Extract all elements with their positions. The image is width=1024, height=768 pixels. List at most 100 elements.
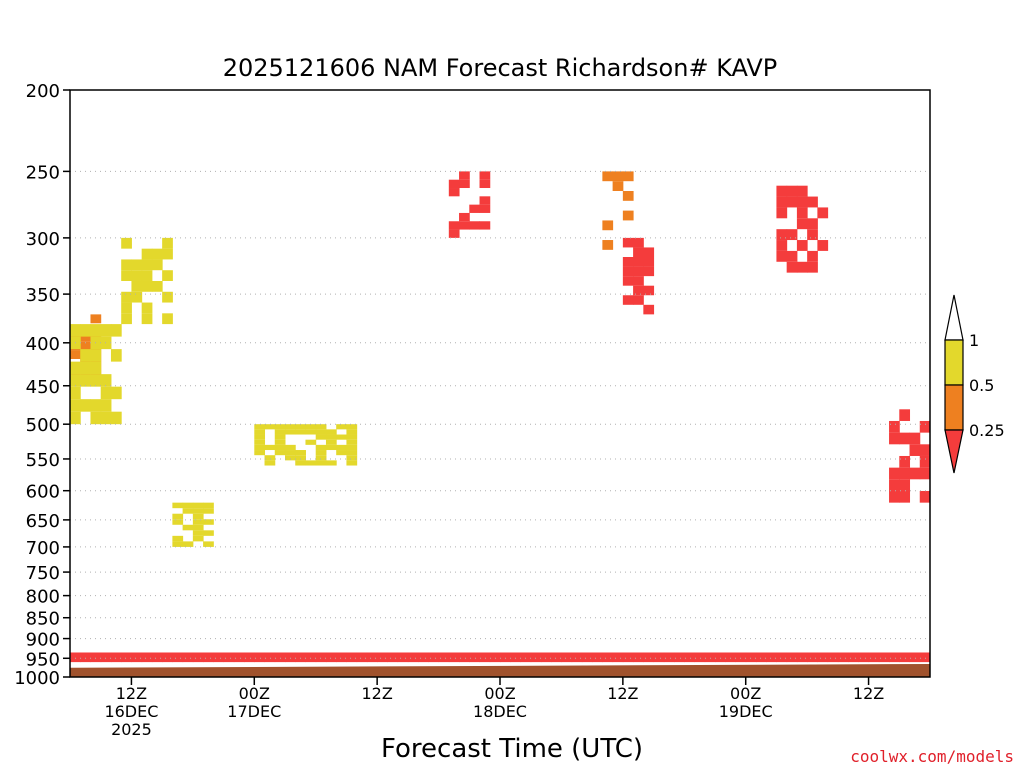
ground-fill xyxy=(70,664,930,677)
heatmap-cell xyxy=(459,171,470,180)
heatmap-cell xyxy=(192,519,204,525)
heatmap-cell xyxy=(254,424,266,430)
heatmap-cell xyxy=(581,652,593,663)
heatmap-cell xyxy=(141,259,153,271)
heatmap-cell xyxy=(807,261,818,273)
heatmap-cell xyxy=(285,455,296,461)
heatmap-cell xyxy=(786,250,798,262)
heatmap-cell xyxy=(387,652,399,663)
heatmap-cell xyxy=(305,424,317,430)
heatmap-cell xyxy=(305,439,317,445)
heatmap-cell xyxy=(70,361,81,375)
heatmap-cell xyxy=(213,652,225,663)
heatmap-cell xyxy=(622,190,634,201)
heatmap-cell xyxy=(325,444,337,451)
heatmap-cell xyxy=(868,652,880,663)
heatmap-cell xyxy=(110,324,122,337)
heatmap-cell xyxy=(561,652,573,663)
heatmap-cell xyxy=(100,374,112,387)
colorbar-label: 0.25 xyxy=(969,421,1005,440)
heatmap-cell xyxy=(254,434,266,440)
heatmap-cell xyxy=(80,652,91,663)
colorbar-label: 0.5 xyxy=(969,376,994,395)
heatmap-cell xyxy=(551,652,562,663)
heatmap-cell xyxy=(786,185,798,197)
heatmap-cell xyxy=(254,652,266,663)
heatmap-cell xyxy=(90,374,102,387)
heatmap-cell xyxy=(745,652,757,663)
heatmap-cell xyxy=(612,171,624,182)
heatmap-cell xyxy=(633,276,644,286)
heatmap-cell xyxy=(592,652,603,663)
heatmap-cell xyxy=(633,295,644,305)
heatmap-cell xyxy=(192,652,204,663)
heatmap-cell xyxy=(131,652,143,663)
heatmap-cell xyxy=(684,652,696,663)
y-tick-label: 950 xyxy=(26,649,60,670)
heatmap-cell xyxy=(264,424,276,430)
heatmap-cell xyxy=(295,460,306,466)
heatmap-cell xyxy=(141,248,153,260)
heatmap-cell xyxy=(172,502,184,509)
heatmap-cell xyxy=(203,530,214,536)
heatmap-cell xyxy=(141,280,153,292)
heatmap-cell xyxy=(274,434,286,440)
heatmap-cell xyxy=(264,455,276,461)
heatmap-cell xyxy=(817,240,829,251)
heatmap-cell xyxy=(336,444,347,451)
heatmap-cell xyxy=(796,207,808,219)
heatmap-cell xyxy=(131,270,143,281)
heatmap-cell xyxy=(919,455,931,468)
heatmap-cell xyxy=(254,439,266,445)
heatmap-cell xyxy=(510,652,521,663)
heatmap-cell xyxy=(121,259,132,271)
heatmap-cell xyxy=(121,313,132,325)
heatmap-cell xyxy=(90,652,102,663)
heatmap-cell xyxy=(182,652,194,663)
heatmap-cell xyxy=(162,313,173,325)
heatmap-cell xyxy=(151,248,163,260)
heatmap-cell xyxy=(899,432,911,445)
heatmap-cell xyxy=(796,261,808,273)
heatmap-cell xyxy=(285,450,296,456)
heatmap-cell xyxy=(919,467,931,480)
heatmap-cell xyxy=(336,424,347,430)
colorbar: 1 0.5 0.25 xyxy=(944,294,1005,474)
heatmap-cell xyxy=(70,399,81,412)
heatmap-cell xyxy=(858,652,870,663)
heatmap-cell xyxy=(786,652,798,663)
heatmap-cell xyxy=(622,295,634,305)
y-tick-label: 850 xyxy=(26,609,60,630)
heatmap-cell xyxy=(817,652,829,663)
heatmap-cell xyxy=(469,652,481,663)
heatmap-cell xyxy=(776,652,788,663)
heatmap-cell xyxy=(141,652,153,663)
x-tick-label: 2025 xyxy=(111,720,152,739)
heatmap-cell xyxy=(203,541,214,547)
heatmap-cell xyxy=(90,399,102,412)
heatmap-cell xyxy=(264,444,276,451)
heatmap-cell xyxy=(244,652,255,663)
heatmap-cell xyxy=(80,341,91,351)
heatmap-cell xyxy=(90,314,102,324)
heatmap-cell xyxy=(305,652,317,663)
heatmap-cell xyxy=(274,424,286,430)
heatmap-cell xyxy=(336,652,347,663)
heatmap-cell xyxy=(899,490,911,503)
heatmap-cell xyxy=(602,171,614,182)
heatmap-cell xyxy=(315,652,327,663)
heatmap-cell xyxy=(70,374,81,387)
heatmap-cell xyxy=(325,652,337,663)
heatmap-cell xyxy=(172,513,184,520)
y-tick-label: 800 xyxy=(26,587,60,608)
heatmap-cell xyxy=(786,261,798,273)
heatmap-cell xyxy=(622,652,634,663)
heatmap-cell xyxy=(715,652,726,663)
y-tick-label: 900 xyxy=(26,630,60,651)
y-tick-label: 200 xyxy=(26,81,60,102)
credit-link[interactable]: coolwx.com/models xyxy=(850,747,1014,766)
chart-title: 2025121606 NAM Forecast Richardson# KAVP xyxy=(223,54,778,82)
x-tick-label: 12Z xyxy=(607,684,638,703)
heatmap-cell xyxy=(622,171,634,182)
heatmap-cell xyxy=(346,652,358,663)
